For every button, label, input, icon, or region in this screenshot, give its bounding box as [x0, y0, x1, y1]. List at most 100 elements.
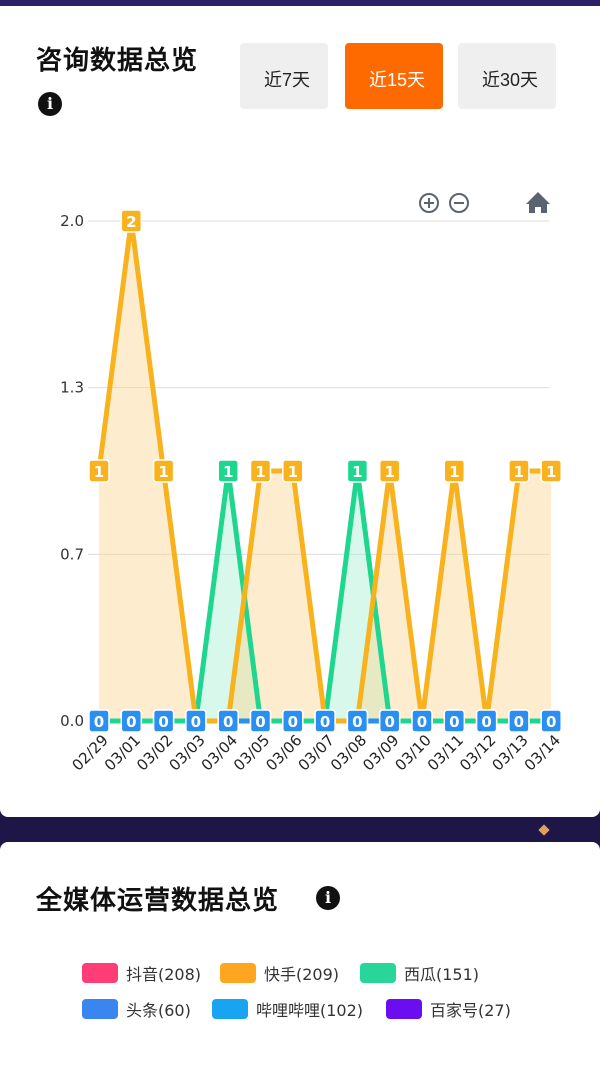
x-axis-ticks: 02/2903/0103/0203/0303/0403/0503/0603/07…	[69, 731, 564, 774]
x-tick-label: 03/14	[521, 731, 564, 774]
x-tick-label: 03/07	[295, 731, 338, 774]
home-icon[interactable]	[526, 192, 550, 213]
data-label-box	[88, 709, 110, 733]
legend-swatch	[82, 999, 118, 1019]
data-label: 0	[282, 709, 304, 733]
data-label: 0	[346, 709, 369, 733]
legend-item-bilibili[interactable]: 哔哩哔哩(102)	[212, 998, 363, 1020]
info-icon[interactable]: i	[38, 92, 62, 116]
data-label-text: 1	[384, 463, 394, 481]
data-label-text: 0	[126, 713, 136, 731]
x-tick-label: 03/06	[262, 731, 305, 774]
data-label-text: 0	[191, 713, 201, 731]
consult-card	[0, 6, 600, 817]
data-label: 0	[217, 709, 239, 733]
legend-item-kuaishou[interactable]: 快手(209)	[220, 962, 339, 984]
data-label: 0	[475, 709, 498, 733]
data-label-box	[120, 209, 143, 233]
data-label-text: 1	[352, 463, 362, 481]
legend-label: 快手(209)	[264, 965, 340, 984]
data-label-box	[314, 709, 336, 733]
data-label: 0	[411, 709, 433, 733]
legend-item-toutiao[interactable]: 头条(60)	[82, 998, 191, 1020]
data-label-text: 0	[546, 713, 556, 731]
data-label-text: 1	[514, 463, 524, 481]
data-label-text: 0	[94, 713, 104, 731]
data-label: 1	[217, 459, 239, 483]
media-info-icon[interactable]: i	[316, 886, 340, 910]
consult-chart: 0.00.71.32.0 000000000000000000000000000…	[60, 192, 564, 774]
x-tick-label: 03/08	[327, 731, 370, 774]
data-label-text: 0	[352, 713, 362, 731]
y-axis-ticks: 0.0 0.7 1.3 2.0	[60, 212, 84, 730]
y-tick-label: 1.3	[60, 379, 84, 397]
data-label: 0	[185, 709, 207, 733]
data-label-box	[443, 709, 466, 733]
data-label-box	[443, 459, 466, 483]
data-label: 0	[88, 709, 110, 733]
data-label-text: 0	[514, 713, 524, 731]
y-tick-label: 0.0	[60, 712, 84, 730]
legend-label: 哔哩哔哩(102)	[256, 1001, 364, 1020]
data-label-text: 1	[449, 463, 459, 481]
x-tick-label: 03/01	[101, 731, 144, 774]
data-label: 0	[443, 709, 466, 733]
legend-swatch	[212, 999, 248, 1019]
x-tick-label: 03/10	[392, 731, 435, 774]
data-label-box	[185, 709, 207, 733]
x-tick-label: 03/12	[456, 731, 499, 774]
legend-item-douyin[interactable]: 抖音(208)	[82, 962, 201, 984]
data-label: 1	[152, 459, 175, 483]
data-label: 0	[508, 709, 530, 733]
data-label-box	[475, 709, 498, 733]
data-labels: 0000000000000000000000000000000000121111…	[88, 209, 562, 733]
x-tick-label: 03/09	[359, 731, 402, 774]
decorative-sparkle	[538, 824, 550, 836]
series-area	[99, 471, 552, 721]
legend-label: 头条(60)	[126, 1001, 191, 1020]
data-label-text: 1	[288, 463, 298, 481]
data-label-text: 0	[288, 713, 298, 731]
data-label-box	[217, 459, 239, 483]
legend-label: 百家号(27)	[430, 1001, 511, 1020]
data-label-text: 1	[223, 463, 233, 481]
x-tick-label: 03/05	[230, 731, 273, 774]
data-label-box	[346, 709, 369, 733]
data-label-text: 1	[546, 463, 556, 481]
data-label: 1	[88, 459, 110, 483]
data-label: 0	[120, 709, 143, 733]
data-label-text: 1	[255, 463, 265, 481]
data-label: 2	[120, 209, 143, 233]
range-7-days-button[interactable]: 近7天	[240, 43, 328, 109]
x-tick-label: 03/02	[133, 731, 176, 774]
data-label-box	[152, 709, 175, 733]
chart-toolbar	[419, 192, 550, 213]
zoom-out-icon[interactable]	[449, 193, 469, 213]
legend-item-xigua[interactable]: 西瓜(151)	[360, 962, 479, 984]
y-tick-label: 2.0	[60, 212, 84, 230]
data-label: 1	[540, 459, 562, 483]
zoom-in-icon[interactable]	[419, 193, 439, 213]
x-tick-label: 03/04	[198, 731, 241, 774]
range-30-days-button[interactable]: 近30天	[458, 43, 556, 109]
range-15-days-button[interactable]: 近15天	[345, 43, 443, 109]
background-strip	[0, 0, 600, 6]
x-tick-label: 03/03	[165, 731, 208, 774]
data-label-box	[540, 459, 562, 483]
legend-item-baijiahao[interactable]: 百家号(27)	[386, 998, 511, 1020]
data-label-text: 0	[158, 713, 168, 731]
legend-swatch	[220, 963, 256, 983]
data-label: 0	[152, 709, 175, 733]
data-label-box	[378, 709, 401, 733]
media-card	[0, 842, 600, 1082]
y-tick-label: 0.7	[60, 545, 84, 563]
data-label-box	[282, 709, 304, 733]
data-label: 0	[249, 709, 272, 733]
data-label: 1	[249, 459, 272, 483]
data-label: 1	[346, 459, 369, 483]
data-label: 1	[508, 459, 530, 483]
x-tick-label: 03/13	[488, 731, 531, 774]
data-label-text: 2	[126, 213, 136, 231]
data-label-box	[217, 709, 239, 733]
data-label-box	[540, 709, 562, 733]
